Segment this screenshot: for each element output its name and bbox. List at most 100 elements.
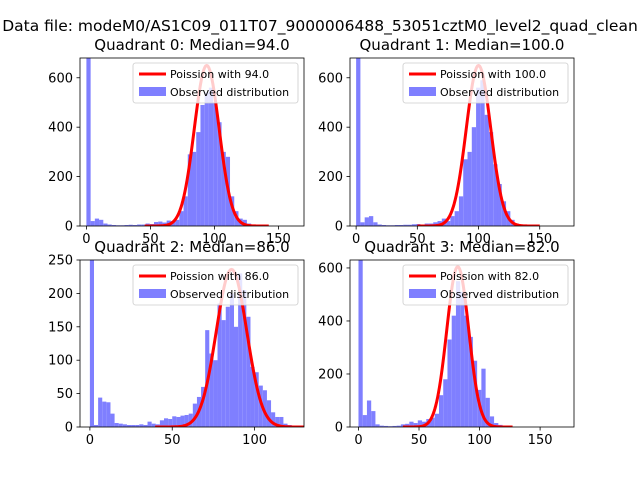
legend: Poission with 94.0 Observed distribution	[132, 62, 299, 104]
x-tick-label: 50	[142, 232, 159, 247]
histogram-bar	[366, 400, 372, 427]
x-tick-label: 50	[411, 433, 428, 448]
histogram-bar	[358, 260, 363, 427]
histogram-bar	[413, 423, 418, 427]
histogram-bar	[377, 224, 382, 226]
legend-bar-swatch	[409, 289, 436, 298]
histogram-bar	[468, 336, 473, 427]
histogram-bar	[446, 221, 451, 226]
histogram-bar	[443, 379, 448, 427]
histogram-bar	[209, 353, 214, 427]
y-tick-label: 600	[318, 261, 343, 276]
histogram-bar	[192, 151, 197, 226]
legend-label-observed: Observed distribution	[170, 86, 289, 99]
histogram-bar	[254, 372, 259, 427]
histogram-bar	[200, 104, 205, 226]
histogram-bar	[213, 102, 218, 226]
histogram-bar	[356, 58, 361, 226]
histogram-bar	[89, 260, 94, 427]
histogram-bar	[430, 417, 435, 427]
histogram-bar	[135, 424, 140, 427]
histogram-bar	[164, 418, 169, 427]
histogram-bar	[172, 416, 177, 427]
histogram-bar	[434, 413, 439, 427]
legend-bar-swatch	[139, 87, 166, 96]
histogram-bar	[476, 87, 481, 226]
histogram-bar	[118, 423, 123, 427]
histogram-bar	[106, 402, 111, 427]
histogram-bar	[204, 92, 209, 226]
histogram-bar	[188, 413, 193, 427]
y-tick-label: 0	[335, 220, 343, 235]
histogram-bar	[234, 326, 239, 427]
axes-frame	[349, 57, 575, 227]
x-tick-label: 150	[528, 433, 553, 448]
legend-box	[132, 62, 299, 104]
histogram-bar	[463, 159, 468, 226]
legend-label-poisson: Poission with 100.0	[440, 68, 546, 81]
histogram-bar	[124, 225, 129, 226]
y-tick-label: 600	[318, 71, 343, 86]
x-tick-label: 0	[352, 232, 360, 247]
y-tick-label: 400	[48, 121, 73, 136]
histogram-bar	[126, 424, 132, 427]
histogram-bar	[467, 151, 472, 226]
histogram-bar	[411, 224, 417, 226]
x-tick-label: 100	[242, 433, 267, 448]
subplot-quadrant-0: 0 50 100 150 0 200 400 600 Quadrant 0: Median=94…	[48, 36, 305, 247]
histogram-bar	[151, 423, 156, 427]
legend-label-poisson: Poission with 94.0	[170, 68, 269, 81]
histogram-bar	[271, 412, 276, 427]
histogram-bar	[122, 424, 127, 427]
histogram-bar	[438, 395, 444, 427]
histogram-bar	[242, 290, 247, 427]
legend: Poission with 82.0 Observed distribution	[402, 264, 569, 306]
histogram-bar	[217, 303, 222, 427]
y-tick-label: 600	[48, 71, 73, 86]
histogram-bar	[102, 401, 107, 427]
histogram-bar	[497, 184, 502, 226]
subplot-quadrant-1: 0 50 100 150 0 200 400 600 Quadrant 1: Median=10…	[318, 36, 575, 247]
histogram-bar	[175, 219, 180, 226]
y-tick-label: 400	[318, 121, 343, 136]
histogram-bar	[179, 211, 184, 226]
y-tick-label: 200	[48, 170, 73, 185]
y-tick-label: 100	[48, 354, 73, 369]
y-tick-label: 200	[318, 367, 343, 382]
histogram-bar	[137, 224, 142, 226]
y-tick-label: 200	[318, 170, 343, 185]
histogram-bar	[409, 421, 414, 427]
histogram-bar	[196, 132, 201, 226]
subplot-quadrant-2: 0 50 100 0 50 100 150 200 250 Quadrant 2: Median=…	[48, 238, 305, 448]
histogram-bar	[279, 416, 284, 427]
histogram-bar	[362, 415, 367, 427]
histogram-bar	[451, 315, 456, 427]
histogram-bar	[383, 425, 389, 427]
histogram-bar	[447, 339, 452, 427]
x-tick-label: 0	[354, 433, 362, 448]
legend-label-poisson: Poission with 82.0	[440, 270, 539, 283]
histogram-bar	[107, 224, 112, 226]
x-tick-label: 0	[86, 433, 94, 448]
histogram-bar	[217, 122, 222, 226]
y-tick-label: 150	[48, 320, 73, 335]
histogram-bar	[103, 223, 108, 226]
x-tick-label: 50	[409, 232, 426, 247]
histogram-bar	[187, 154, 192, 226]
legend-box	[402, 264, 569, 306]
histogram-bar	[275, 416, 280, 427]
histogram-bar	[375, 424, 380, 427]
histogram-bar	[494, 423, 499, 427]
legend-bar-swatch	[139, 289, 166, 298]
subplot-title: Quadrant 0: Median=94.0	[94, 36, 289, 54]
histogram-bar	[94, 218, 100, 226]
histogram-bar	[99, 219, 104, 226]
histogram-bar	[208, 87, 214, 226]
x-tick-label: 50	[164, 433, 181, 448]
plot-area	[86, 58, 270, 226]
legend-label-observed: Observed distribution	[170, 288, 289, 301]
histogram-bar	[403, 224, 408, 226]
histogram-bar	[229, 293, 234, 427]
axes-frame	[349, 259, 575, 428]
y-tick-label: 0	[65, 421, 73, 436]
